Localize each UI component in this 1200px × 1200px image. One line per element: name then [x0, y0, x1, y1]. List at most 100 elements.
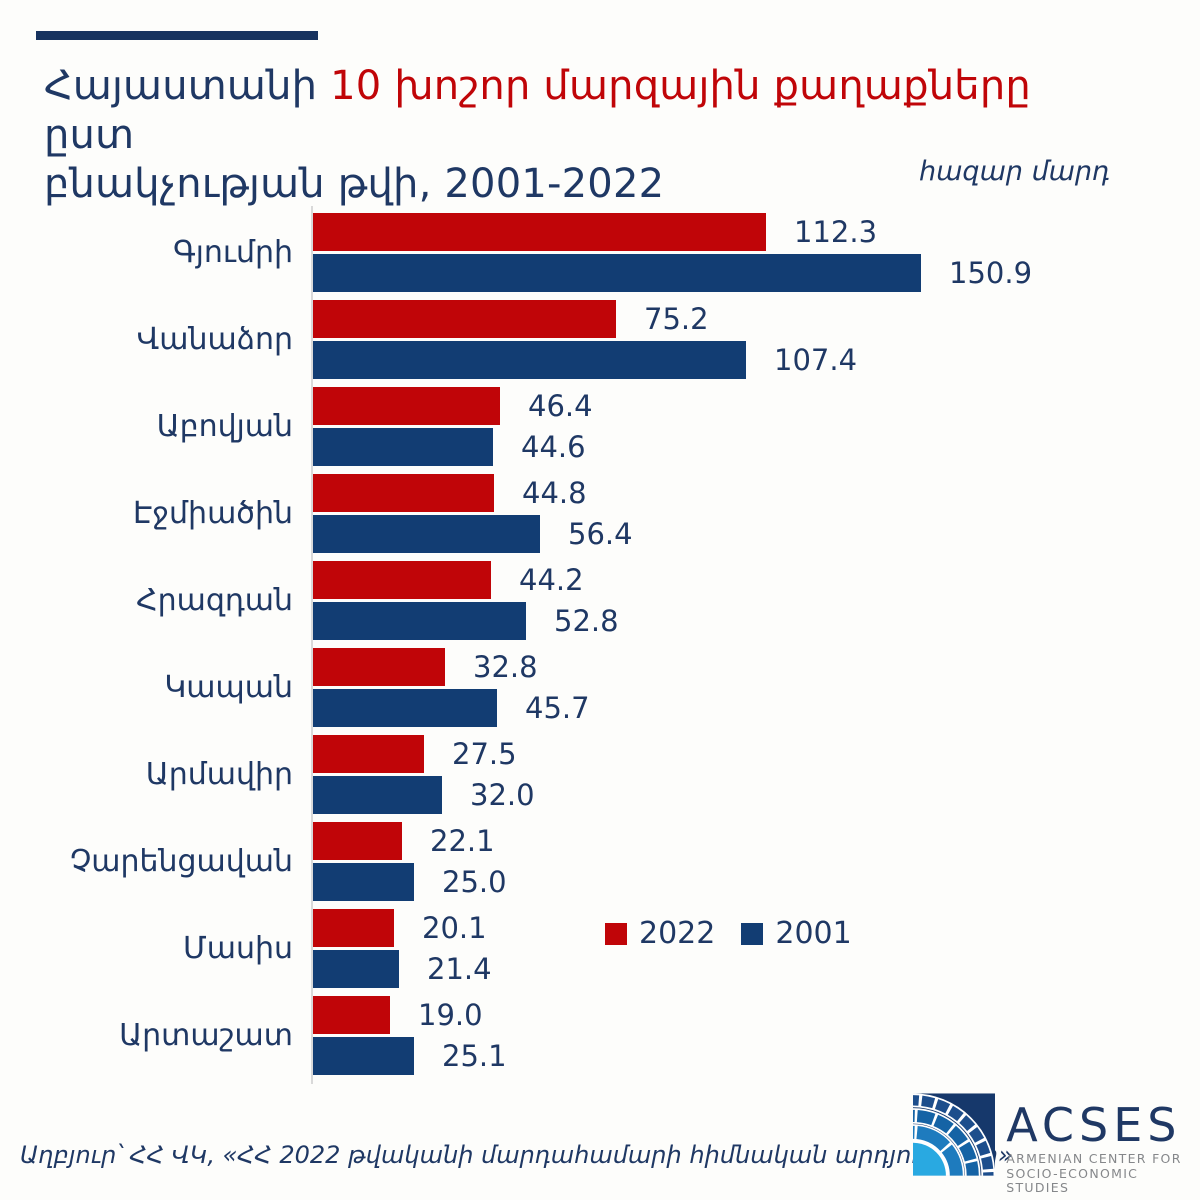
acses-logo: ACSES ARMENIAN CENTER FOR SOCIO-ECONOMIC… [913, 1092, 1200, 1196]
bar-line-2001: 56.4 [313, 515, 633, 553]
axis-unit-label: հազար մարդ [919, 156, 1110, 187]
chart-row: Արտաշատ 19.0 25.1 [0, 996, 1032, 1075]
bar-pair: 20.1 21.4 [313, 909, 492, 988]
bar-2022 [313, 909, 394, 947]
category-label: Մասիս [182, 931, 293, 966]
chart-title-part-navy: Հայաստանի [44, 63, 331, 109]
bar-2022 [313, 213, 766, 251]
bar-value-2022: 44.2 [519, 563, 584, 597]
bar-chart: Գյումրի 112.3 150.9 Վանաձոր 75.2 107.4 Աբովյան… [0, 213, 1032, 1083]
acses-subtitle-line1: ARMENIAN CENTER FOR [1006, 1151, 1182, 1166]
bar-2022 [313, 735, 424, 773]
bar-pair: 32.8 45.7 [313, 648, 590, 727]
legend-swatch-2001 [741, 922, 764, 945]
bar-line-2022: 32.8 [313, 648, 590, 686]
bar-value-2001: 25.0 [442, 865, 507, 899]
chart-row: Էջմիածին 44.8 56.4 [0, 474, 1032, 553]
bar-2022 [313, 387, 500, 425]
bar-2022 [313, 474, 494, 512]
acses-subtitle-line2: SOCIO-ECONOMIC STUDIES [1006, 1165, 1139, 1195]
bar-value-2022: 44.8 [522, 476, 587, 510]
category-label: Աբովյան [156, 409, 293, 444]
bar-pair: 27.5 32.0 [313, 735, 535, 814]
bar-pair: 44.8 56.4 [313, 474, 633, 553]
bar-line-2022: 75.2 [313, 300, 857, 338]
bar-line-2022: 44.8 [313, 474, 633, 512]
bar-line-2001: 150.9 [313, 254, 1032, 292]
bar-value-2022: 22.1 [430, 824, 495, 858]
bar-value-2001: 32.0 [470, 778, 535, 812]
bar-pair: 112.3 150.9 [313, 213, 1032, 292]
bar-value-2022: 32.8 [473, 650, 538, 684]
bar-value-2001: 56.4 [568, 517, 633, 551]
chart-title-line2: բնակչության թվի, 2001-2022 [44, 161, 665, 207]
bar-2001 [313, 863, 414, 901]
bar-line-2001: 44.6 [313, 428, 593, 466]
bar-2022 [313, 996, 390, 1034]
bar-line-2022: 22.1 [313, 822, 507, 860]
bar-value-2001: 52.8 [554, 604, 619, 638]
chart-title-part-navy-2: ըստ [44, 112, 135, 158]
category-label: Արտաշատ [119, 1018, 293, 1053]
chart-row: Մասիս 20.1 21.4 [0, 909, 1032, 988]
bar-value-2022: 75.2 [644, 302, 709, 336]
chart-row: Չարենցավան 22.1 25.0 [0, 822, 1032, 901]
bar-line-2022: 46.4 [313, 387, 593, 425]
bar-value-2022: 19.0 [418, 998, 483, 1032]
bar-2022 [313, 561, 491, 599]
chart-row: Հրազդան 44.2 52.8 [0, 561, 1032, 640]
bar-pair: 44.2 52.8 [313, 561, 619, 640]
bar-value-2022: 112.3 [794, 215, 878, 249]
category-label: Էջմիածին [133, 496, 293, 531]
bar-pair: 22.1 25.0 [313, 822, 507, 901]
bar-pair: 19.0 25.1 [313, 996, 507, 1075]
category-label: Վանաձոր [136, 322, 293, 357]
bar-2001 [313, 776, 442, 814]
chart-axis-line [311, 206, 313, 1084]
bar-value-2001: 150.9 [949, 256, 1033, 290]
bar-2001 [313, 1037, 414, 1075]
bar-line-2022: 112.3 [313, 213, 1032, 251]
chart-title: Հայաստանի 10 խոշոր մարզային քաղաքները ըս… [44, 62, 1104, 209]
acses-logo-mosaic-icon [913, 1093, 996, 1176]
bar-value-2022: 27.5 [452, 737, 517, 771]
chart-legend: 2022 2001 [605, 916, 866, 951]
chart-row: Գյումրի 112.3 150.9 [0, 213, 1032, 292]
bar-pair: 46.4 44.6 [313, 387, 593, 466]
chart-title-part-red: 10 խոշոր մարզային քաղաքները [330, 63, 1031, 109]
bar-line-2001: 25.1 [313, 1037, 507, 1075]
acses-logo-text: ACSES ARMENIAN CENTER FOR SOCIO-ECONOMIC… [1006, 1092, 1200, 1196]
bar-line-2022: 44.2 [313, 561, 619, 599]
bar-line-2001: 45.7 [313, 689, 590, 727]
bar-2001 [313, 950, 399, 988]
bar-2001 [313, 428, 493, 466]
bar-2001 [313, 689, 497, 727]
legend-label-2022: 2022 [639, 916, 716, 951]
bar-line-2001: 52.8 [313, 602, 619, 640]
chart-row: Աբովյան 46.4 44.6 [0, 387, 1032, 466]
bar-line-2001: 32.0 [313, 776, 535, 814]
title-accent-bar [36, 31, 318, 40]
bar-2001 [313, 602, 526, 640]
source-note: Աղբյուր՝ ՀՀ ՎԿ, «ՀՀ 2022 թվականի մարդահա… [20, 1141, 1013, 1169]
bar-2001 [313, 341, 746, 379]
bar-2022 [313, 648, 445, 686]
bar-value-2001: 25.1 [442, 1039, 507, 1073]
bar-2001 [313, 254, 921, 292]
bar-value-2001: 107.4 [774, 343, 858, 377]
chart-row: Վանաձոր 75.2 107.4 [0, 300, 1032, 379]
bar-value-2001: 21.4 [427, 952, 492, 986]
bar-line-2022: 20.1 [313, 909, 492, 947]
chart-row: Արմավիր 27.5 32.0 [0, 735, 1032, 814]
category-label: Հրազդան [136, 583, 293, 618]
bar-line-2001: 107.4 [313, 341, 857, 379]
bar-pair: 75.2 107.4 [313, 300, 857, 379]
acses-wordmark: ACSES [1006, 1098, 1182, 1152]
bar-2022 [313, 300, 616, 338]
bar-value-2001: 44.6 [521, 430, 586, 464]
chart-row: Կապան 32.8 45.7 [0, 648, 1032, 727]
bar-line-2001: 25.0 [313, 863, 507, 901]
category-label: Չարենցավան [69, 844, 293, 879]
acses-subtitle: ARMENIAN CENTER FOR SOCIO-ECONOMIC STUDI… [1006, 1151, 1200, 1196]
